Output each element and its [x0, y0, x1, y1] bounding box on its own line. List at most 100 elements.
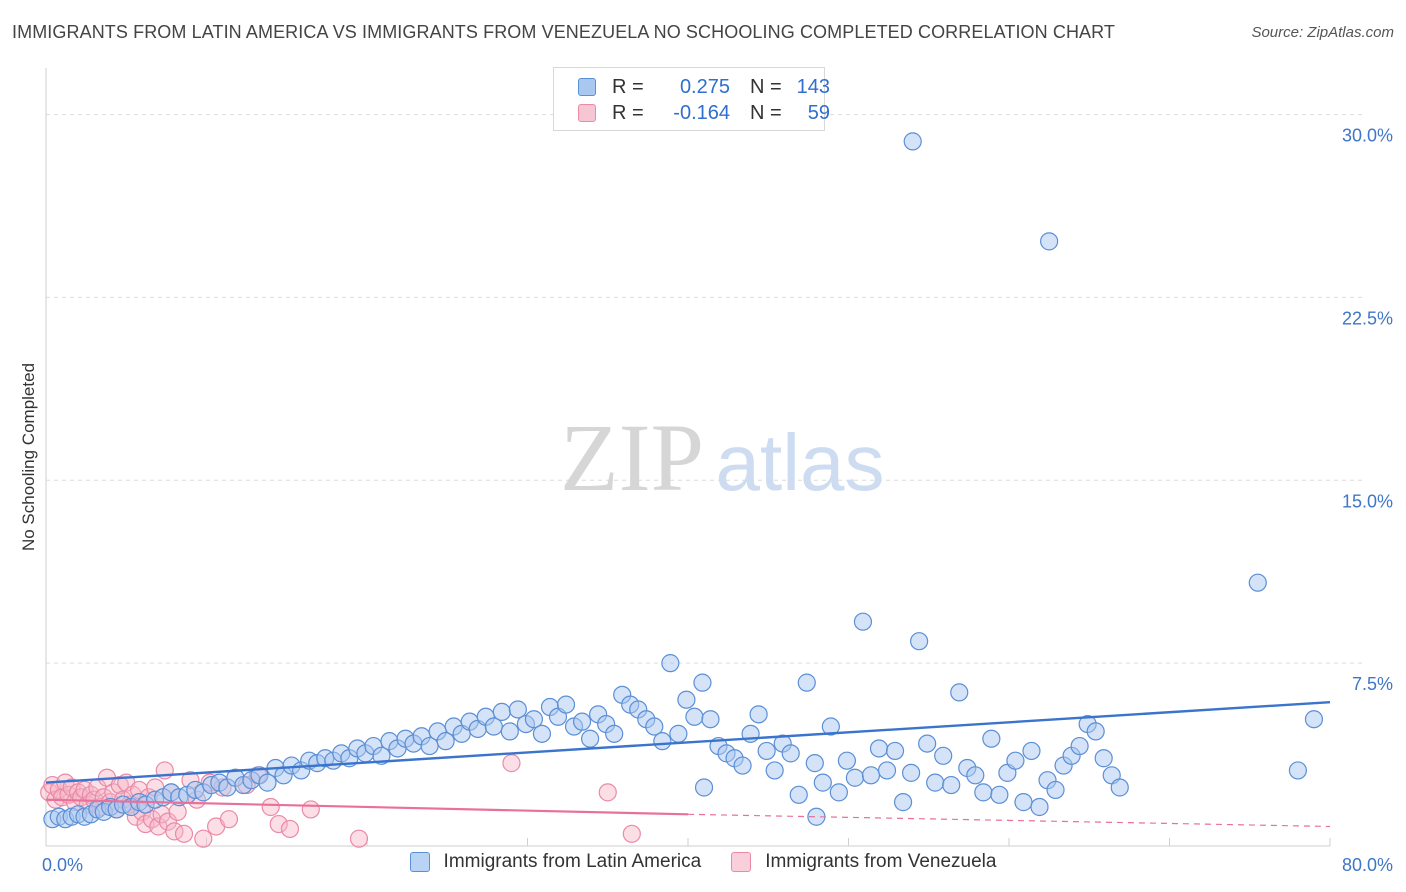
venezuela-legend-label: Immigrants from Venezuela: [765, 851, 997, 872]
n-label: N =: [750, 75, 782, 98]
latin-america-point: [869, 739, 889, 758]
latin-america-trend-line: [45, 700, 1331, 784]
latin-america-point: [500, 722, 519, 741]
venezuela-point: [349, 829, 369, 848]
latin-america-point: [693, 673, 712, 692]
watermark-zip: ZIP: [560, 404, 704, 511]
watermark-atlas: atlas: [716, 418, 885, 507]
latin-america-point: [372, 746, 391, 765]
latin-america-point: [861, 766, 881, 785]
latin-america-point: [1014, 793, 1033, 812]
latin-america-point: [1030, 797, 1049, 817]
latin-america-point: [885, 741, 905, 761]
latin-america-point: [1086, 722, 1105, 741]
latin-america-point: [1040, 232, 1059, 251]
latin-america-point: [942, 775, 961, 795]
latin-america-point: [918, 734, 937, 753]
latin-america-point: [901, 763, 921, 782]
latin-america-point: [436, 732, 455, 751]
latin-america-point: [1006, 751, 1025, 770]
stats-legend-row-venezuela: R = -0.164 N = 59: [578, 100, 830, 126]
x-tick-label-max: 80.0%: [1342, 855, 1393, 875]
venezuela-point: [301, 800, 320, 819]
venezuela-legend-swatch: [731, 852, 752, 872]
venezuela-swatch: [578, 104, 596, 122]
y-axis-label: No Schooling Completed: [19, 363, 38, 551]
latin-america-point: [982, 729, 1001, 748]
y-tick-label: 7.5%: [1352, 674, 1393, 694]
latin-america-point: [661, 654, 680, 673]
n-value: 59: [807, 101, 830, 124]
latin-america-point: [757, 741, 776, 761]
latin-america-point: [926, 773, 945, 792]
venezuela-point: [622, 824, 641, 843]
latin-america-point: [653, 732, 672, 751]
latin-america-point: [813, 773, 832, 792]
series-legend: Immigrants from Latin America Immigrants…: [0, 851, 1406, 873]
y-tick-label: 15.0%: [1342, 491, 1393, 511]
latin-america-point: [1304, 710, 1324, 729]
venezuela-point: [269, 814, 288, 834]
latin-america-point: [903, 132, 922, 151]
stats-legend-row-latin-america: R = 0.275 N = 143: [578, 74, 830, 100]
latin-america-point: [677, 690, 696, 709]
latin-america-point: [781, 744, 800, 763]
venezuela-point: [194, 829, 213, 848]
venezuela-point: [174, 824, 194, 843]
r-label: R =: [612, 75, 644, 98]
y-tick-label: 22.5%: [1342, 308, 1393, 328]
y-tick-label: 30.0%: [1342, 126, 1393, 146]
latin-america-point: [508, 700, 527, 719]
latin-america-point: [532, 724, 552, 743]
trend-lines: [45, 700, 1331, 828]
latin-america-point: [1110, 778, 1129, 797]
latin-america-point: [1248, 573, 1267, 592]
series-legend-latin-america[interactable]: Immigrants from Latin America: [409, 851, 701, 873]
latin-america-legend-swatch: [409, 852, 430, 872]
latin-america-point: [829, 783, 848, 802]
latin-america-point: [877, 761, 897, 780]
venezuela-point: [598, 783, 617, 802]
latin-america-point: [749, 705, 768, 724]
r-label: R =: [612, 101, 644, 124]
chart-title: IMMIGRANTS FROM LATIN AMERICA VS IMMIGRA…: [12, 22, 1116, 42]
latin-america-point: [1288, 761, 1308, 780]
latin-america-point: [1094, 749, 1113, 768]
latin-america-point: [580, 729, 600, 748]
r-value: 0.275: [679, 75, 730, 98]
venezuela-point: [280, 819, 300, 839]
source-label: Source: ZipAtlas.com: [1251, 24, 1394, 41]
n-label: N =: [750, 101, 782, 124]
latin-america-point: [789, 785, 808, 804]
latin-america-point: [645, 717, 664, 736]
latin-america-point: [556, 695, 576, 714]
latin-america-point: [572, 712, 592, 731]
axes: 0.0% 80.0%: [42, 68, 1393, 875]
latin-america-point: [934, 746, 953, 765]
x-tick-label-min: 0.0%: [42, 855, 83, 875]
latin-america-point: [524, 710, 544, 729]
latin-america-point: [694, 778, 714, 797]
venezuela-trend-extension: [687, 813, 1331, 828]
latin-america-point: [605, 724, 624, 743]
watermark: ZIP atlas: [560, 404, 884, 511]
latin-america-point: [492, 702, 511, 722]
latin-america-point: [805, 754, 824, 773]
r-value: -0.164: [673, 101, 730, 124]
venezuela-point: [219, 810, 239, 829]
latin-america-point: [1070, 736, 1089, 756]
latin-america-point: [837, 751, 856, 770]
latin-america-point: [821, 717, 840, 736]
venezuela-trend-line: [45, 798, 689, 816]
latin-america-point: [990, 785, 1009, 804]
latin-america-point: [669, 724, 688, 743]
latin-america-points: [43, 132, 1324, 829]
latin-america-point: [685, 707, 704, 726]
latin-america-point: [258, 773, 277, 792]
series-legend-venezuela[interactable]: Immigrants from Venezuela: [731, 851, 996, 873]
latin-america-point: [845, 768, 865, 787]
latin-america-swatch: [578, 78, 596, 96]
latin-america-point: [893, 793, 913, 812]
latin-america-point: [910, 632, 929, 651]
